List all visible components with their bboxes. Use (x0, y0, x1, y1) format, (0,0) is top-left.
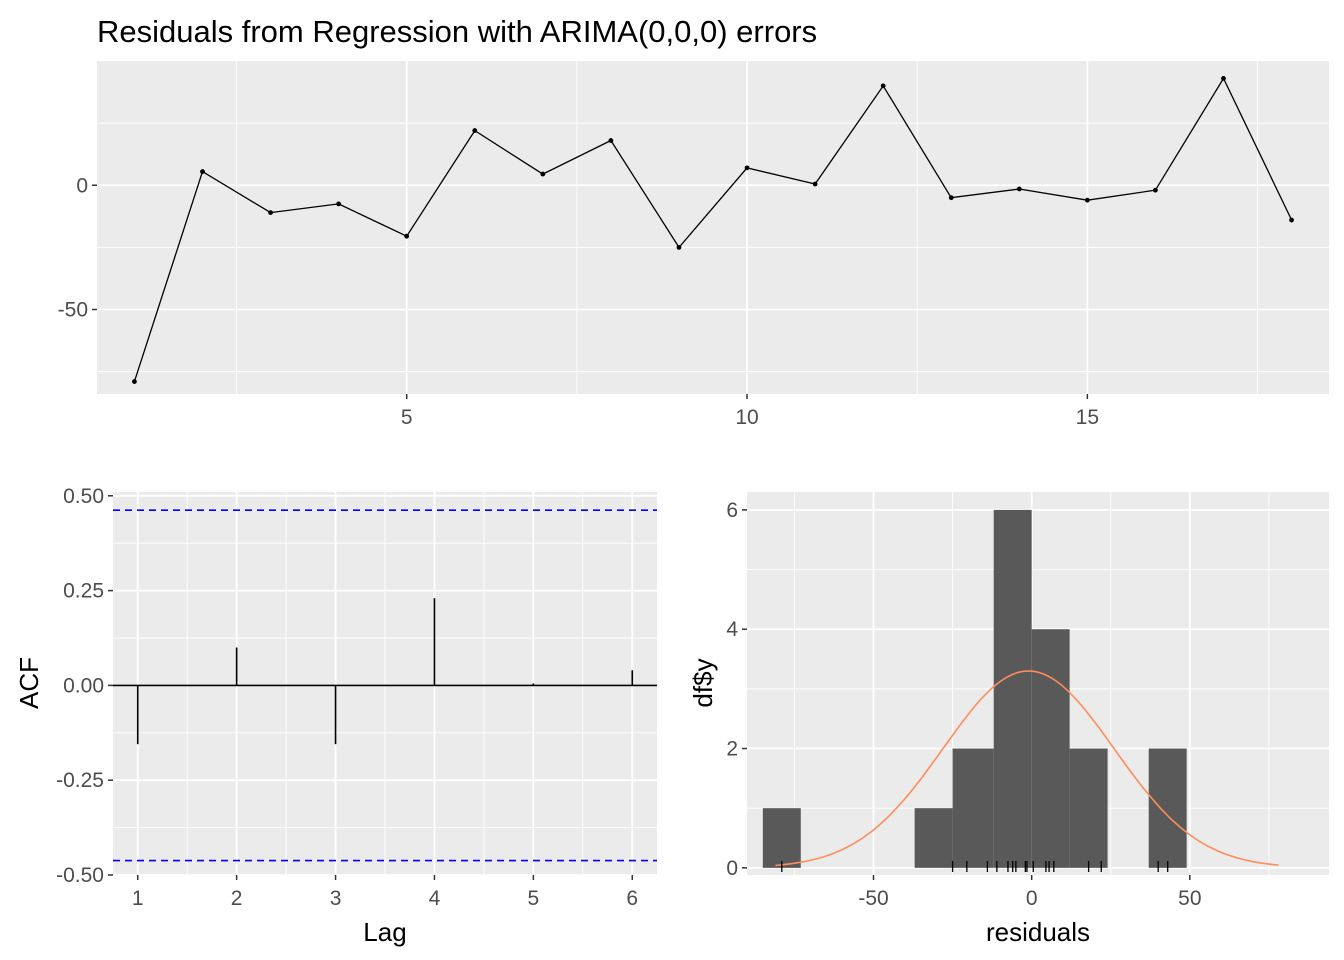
residual-axis-ticks: 5 10 15 0 -50 (58, 174, 1099, 429)
histogram-bar (1069, 748, 1108, 868)
x-tick-label: -50 (858, 887, 888, 910)
residual-point (676, 244, 682, 250)
density-curve (775, 670, 1279, 867)
residual-point (1289, 217, 1294, 223)
x-tick-label: 5 (528, 887, 540, 910)
histogram-bar (762, 808, 801, 868)
y-tick-label: 0.50 (63, 485, 104, 508)
acf-y-axis-label: ACF (14, 657, 44, 709)
y-tick-label: 0.25 (63, 580, 104, 603)
residual-gridlines (97, 61, 1329, 394)
acf-bars (113, 509, 657, 862)
residual-point (744, 165, 750, 171)
y-tick-label: 0 (726, 857, 738, 880)
x-tick-label: 50 (1178, 887, 1201, 910)
residual-point (268, 210, 273, 215)
histogram-bar (1031, 629, 1070, 868)
residual-point (1016, 186, 1022, 192)
histogram-bar (993, 509, 1032, 868)
residual-point (1221, 75, 1226, 81)
histogram-bar (1148, 748, 1187, 868)
residual-time-plot: 5 10 15 0 -50 (58, 61, 1329, 429)
x-tick-label: 15 (1076, 406, 1099, 429)
y-tick-label: -0.25 (56, 769, 104, 792)
histogram-bar (914, 808, 953, 868)
x-tick-label: 10 (735, 406, 758, 429)
x-tick-label: 2 (231, 887, 243, 910)
y-tick-label: 6 (726, 499, 738, 522)
residual-point (336, 201, 342, 207)
x-tick-label: 6 (626, 887, 638, 910)
histogram-y-axis-label: df$y (688, 658, 718, 707)
residual-point (948, 195, 954, 201)
histogram-axis-ticks: -50 0 50 6 4 2 0 (726, 499, 1201, 910)
x-tick-label: 0 (1026, 887, 1038, 910)
acf-axis-ticks: 1 2 3 4 5 6 0.50 0.25 0.00 -0.25 -0.50 (56, 485, 638, 910)
chart-title: Residuals from Regression with ARIMA(0,0… (97, 14, 817, 49)
residual-series (132, 75, 1294, 384)
residual-panel-background (97, 61, 1329, 394)
x-tick-label: 3 (330, 887, 342, 910)
residual-point (132, 379, 137, 384)
y-tick-label: -0.50 (56, 864, 104, 887)
residual-point (1084, 197, 1090, 203)
y-tick-label: 0.00 (63, 674, 104, 697)
residual-point (812, 181, 818, 187)
residual-point (608, 138, 614, 143)
residual-point (1153, 187, 1158, 193)
histogram-bars (762, 509, 1279, 872)
acf-plot: 1 2 3 4 5 6 0.50 0.25 0.00 -0.25 -0.50 Lag ACF (14, 485, 657, 947)
x-tick-label: 1 (132, 887, 144, 910)
residual-point (880, 83, 886, 89)
histogram-x-axis-label: residuals (986, 917, 1090, 947)
histogram-bar (952, 748, 994, 868)
y-tick-label: -50 (58, 299, 88, 322)
residual-histogram: -50 0 50 6 4 2 0 residuals df$y (688, 492, 1329, 947)
y-tick-label: 4 (726, 618, 738, 641)
residual-point (404, 233, 410, 239)
residual-line (133, 77, 1293, 382)
x-tick-label: 5 (401, 406, 413, 429)
residual-point (472, 128, 478, 133)
y-tick-label: 0 (76, 174, 88, 197)
residual-point (540, 171, 546, 177)
acf-x-axis-label: Lag (363, 917, 406, 947)
x-tick-label: 4 (429, 887, 441, 910)
residual-point (200, 169, 205, 174)
y-tick-label: 2 (726, 738, 738, 761)
